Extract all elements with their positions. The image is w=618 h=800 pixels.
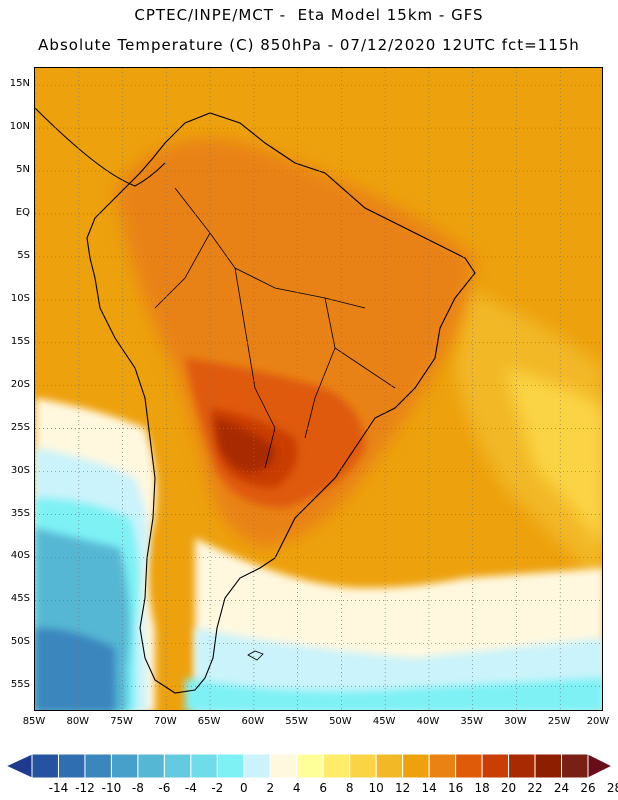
colorbar — [4, 753, 614, 779]
colorbar-label: -10 — [101, 781, 122, 795]
colorbar-label: 8 — [345, 781, 354, 795]
lon-label: 50W — [329, 716, 352, 727]
lat-label: 15S — [10, 335, 30, 347]
colorbar-swatch — [163, 753, 192, 779]
colorbar-label: 12 — [395, 781, 411, 795]
colorbar-label: -2 — [211, 781, 224, 795]
colorbar-arrow-low — [4, 753, 33, 779]
lon-label: 60W — [241, 716, 265, 727]
lat-label: 10N — [9, 121, 30, 133]
colorbar-label: 6 — [319, 781, 328, 795]
colorbar-swatch — [375, 753, 404, 779]
lat-label: 10S — [10, 292, 30, 304]
temperature-map — [35, 68, 602, 710]
colorbar-swatch — [561, 753, 589, 779]
lat-label: 5S — [17, 249, 30, 261]
colorbar-label: 22 — [527, 781, 543, 795]
colorbar-swatch — [296, 753, 324, 779]
colorbar-label: 14 — [421, 781, 437, 795]
lat-label: 35S — [10, 507, 30, 519]
colorbar-label: 26 — [580, 781, 596, 795]
central-america-coastline — [35, 107, 166, 187]
lat-label: 20S — [10, 378, 30, 390]
colorbar-label: 28 — [606, 781, 618, 795]
lon-label: 25W — [547, 716, 571, 727]
map-panel[interactable] — [34, 67, 603, 711]
lon-label: 30W — [504, 716, 527, 727]
colorbar-swatch — [349, 753, 377, 779]
colorbar-swatch — [428, 753, 457, 779]
colorbar-swatch — [216, 753, 245, 779]
lat-label: 5N — [16, 164, 30, 176]
colorbar-label: 0 — [239, 781, 248, 795]
lon-label: 75W — [110, 716, 133, 727]
lon-label: 35W — [460, 716, 483, 727]
lat-label: EQ — [15, 206, 30, 218]
lat-label: 40S — [10, 550, 30, 562]
lon-label: 40W — [416, 716, 440, 727]
south-america-coastline — [86, 112, 476, 694]
title-line-2: Absolute Temperature (C) 850hPa - 07/12/… — [38, 36, 580, 54]
field-east-atlantic-light — [505, 368, 602, 546]
lat-label: 50S — [10, 636, 30, 648]
colorbar-arrow-high — [587, 753, 614, 779]
colorbar-swatch — [455, 753, 483, 779]
colorbar-label: 24 — [553, 781, 570, 795]
lon-label: 65W — [197, 716, 221, 727]
colorbar-label: 2 — [266, 781, 275, 795]
colorbar-swatch — [84, 753, 112, 779]
colorbar-swatch — [137, 753, 165, 779]
colorbar-swatch — [31, 753, 59, 779]
field-southwest-cold — [35, 628, 115, 710]
lon-label: 80W — [66, 716, 90, 727]
colorbar-label: 10 — [368, 781, 384, 795]
field-continent-warm — [115, 138, 475, 548]
colorbar-label: 4 — [292, 781, 301, 795]
lat-label: 45S — [10, 593, 30, 605]
lon-label: 85W — [22, 716, 46, 727]
lat-label: 25S — [10, 421, 30, 433]
colorbar-label: -4 — [184, 781, 197, 795]
colorbar-swatch — [269, 753, 298, 779]
graticule — [35, 68, 602, 710]
lat-label: 30S — [10, 464, 30, 476]
colorbar-label: 16 — [447, 781, 464, 795]
title-line-1: CPTEC/INPE/MCT - Eta Model 15km - GFS — [134, 6, 484, 24]
colorbar-swatch — [322, 753, 351, 779]
lon-label: 55W — [285, 716, 308, 727]
colorbar-swatch — [508, 753, 536, 779]
falkland-islands — [247, 650, 264, 661]
colorbar-swatch — [57, 753, 86, 779]
colorbar-swatch — [243, 753, 271, 779]
colorbar-label: -8 — [131, 781, 144, 795]
lon-label: 45W — [372, 716, 396, 727]
colorbar-label: -6 — [158, 781, 171, 795]
colorbar-swatch — [402, 753, 430, 779]
political-borders — [154, 187, 396, 469]
lat-label: 15N — [9, 78, 30, 90]
colorbar-label: 18 — [474, 781, 490, 795]
colorbar-swatch — [481, 753, 510, 779]
colorbar-swatch — [110, 753, 139, 779]
lon-label: 70W — [153, 716, 177, 727]
lon-label: 20W — [586, 716, 610, 727]
field-south-atlantic-colder — [185, 678, 602, 710]
colorbar-swatch — [534, 753, 563, 779]
colorbar-label: -12 — [75, 781, 95, 795]
colorbar-label: -14 — [48, 781, 69, 795]
colorbar-label: 20 — [500, 781, 517, 795]
field-continent-hottest — [215, 418, 275, 473]
lat-label: 55S — [10, 679, 30, 691]
colorbar-swatch — [190, 753, 218, 779]
